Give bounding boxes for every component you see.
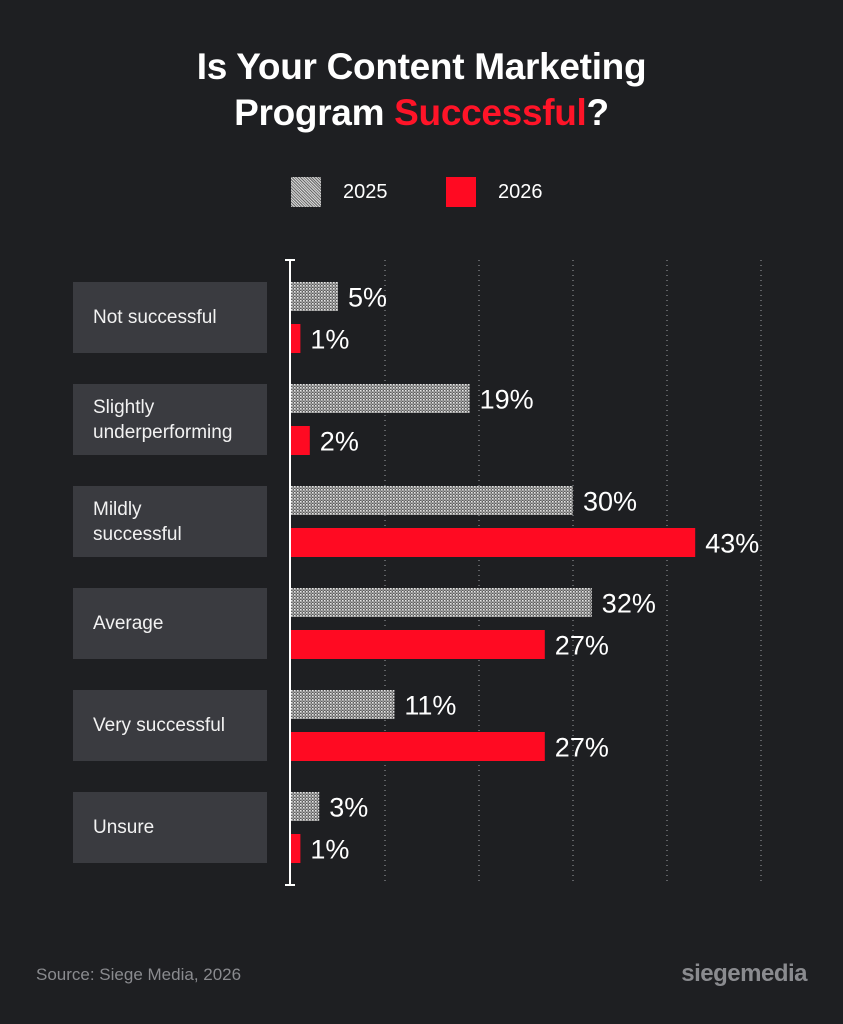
- y-axis: [285, 259, 295, 886]
- category-label: Very successful: [93, 715, 225, 736]
- legend-label-2026: 2026: [498, 180, 543, 203]
- value-label-2025: 32%: [602, 589, 656, 619]
- value-label-2026: 27%: [555, 631, 609, 661]
- bar-chart: 5% 19% 30% 32% 11% 3% 1% 2% 43% 27% 27% 1%: [285, 259, 762, 886]
- category-label: Average: [93, 613, 164, 634]
- value-label-2026: 27%: [555, 733, 609, 763]
- bar-2025: [291, 486, 573, 515]
- category-not-successful: Not successful: [73, 282, 267, 353]
- chart-title: Is Your Content Marketing Program Succes…: [0, 44, 843, 136]
- title-highlight: Successful: [394, 92, 587, 133]
- legend-label-2025: 2025: [343, 180, 388, 203]
- legend-item-2025: 2025: [291, 176, 388, 208]
- value-label-2026: 2%: [320, 427, 359, 457]
- value-label-2026: 43%: [705, 529, 759, 559]
- title-line-2: Program Successful?: [0, 90, 843, 136]
- value-label-2025: 19%: [480, 385, 534, 415]
- bars: [291, 282, 696, 863]
- value-label-2025: 30%: [583, 487, 637, 517]
- value-label-2026: 1%: [310, 325, 349, 355]
- legend-swatch-2025: [291, 177, 321, 207]
- value-label-2026: 1%: [310, 835, 349, 865]
- bar-2025: [291, 588, 592, 617]
- title-line-1: Is Your Content Marketing: [196, 46, 647, 87]
- bar-2025: [291, 384, 470, 413]
- category-average: Average: [73, 588, 267, 659]
- value-label-2025: 11%: [404, 691, 456, 721]
- value-labels: 5% 19% 30% 32% 11% 3% 1% 2% 43% 27% 27% 1%: [310, 283, 759, 865]
- category-label: Not successful: [93, 307, 217, 328]
- gridlines: [384, 260, 762, 885]
- bar-2025: [291, 792, 320, 821]
- category-mildly-successful: Mildly successful: [73, 486, 267, 557]
- bar-2025: [291, 690, 395, 719]
- category-label: Slightly underperforming: [93, 396, 233, 443]
- category-very-successful: Very successful: [73, 690, 267, 761]
- source-note: Source: Siege Media, 2026: [36, 965, 242, 984]
- value-label-2025: 3%: [329, 793, 368, 823]
- title-line-2-prefix: Program: [234, 92, 395, 133]
- bar-2026: [291, 528, 696, 557]
- category-slightly-underperforming: Slightly underperforming: [73, 384, 267, 455]
- bar-2026: [291, 834, 301, 863]
- category-label: Unsure: [93, 817, 155, 838]
- legend-item-2026: 2026: [446, 176, 543, 208]
- legend: 2025 2026: [0, 176, 843, 208]
- bar-2026: [291, 324, 301, 353]
- bar-2026: [291, 732, 545, 761]
- bar-2026: [291, 426, 310, 455]
- bar-2026: [291, 630, 545, 659]
- brand-logo: siegemedia: [681, 960, 807, 987]
- legend-swatch-2026: [446, 177, 476, 207]
- bar-2025: [291, 282, 338, 311]
- category-label: Mildly successful: [93, 498, 182, 545]
- category-unsure: Unsure: [73, 792, 267, 863]
- value-label-2025: 5%: [348, 283, 387, 313]
- title-line-2-suffix: ?: [586, 92, 610, 133]
